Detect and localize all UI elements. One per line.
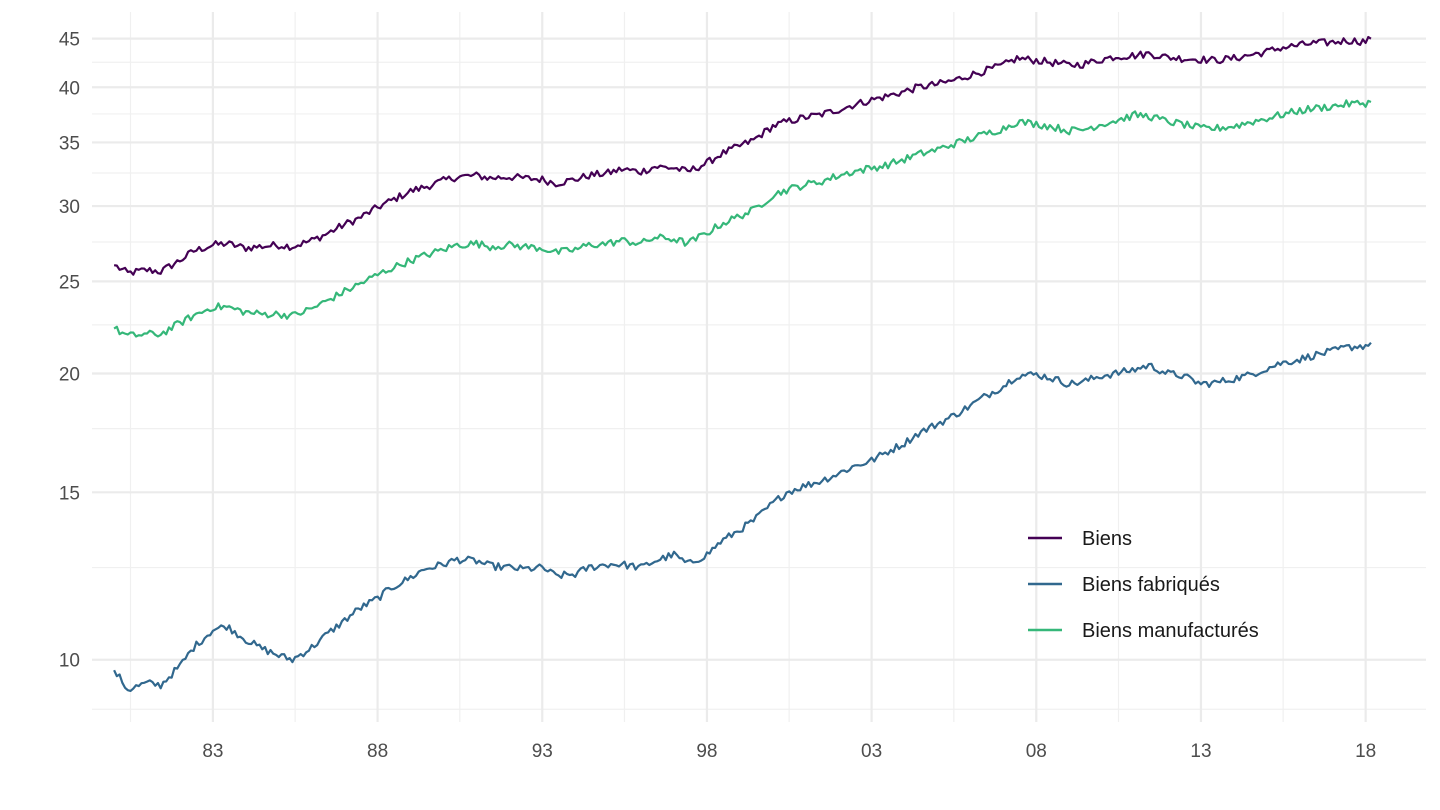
x-tick-label: 08 (1026, 741, 1047, 762)
x-tick-label: 83 (202, 741, 223, 762)
series-line-2 (113, 341, 1372, 693)
minor-gridlines (92, 12, 1426, 722)
y-tick-label: 40 (59, 78, 80, 99)
major-gridlines (92, 12, 1426, 722)
x-tick-label: 98 (696, 741, 717, 762)
y-tick-label: 35 (59, 133, 80, 154)
legend-label: Biens (1082, 528, 1132, 550)
x-tick-label: 93 (532, 741, 553, 762)
legend-label: Biens manufacturés (1082, 620, 1259, 642)
y-tick-label: 45 (59, 30, 80, 51)
y-axis: 10 15 20 25 30 35 40 45 (59, 30, 80, 672)
y-tick-label: 30 (59, 197, 80, 218)
x-axis: 83 88 93 98 03 08 13 18 (202, 741, 1376, 762)
y-tick-label: 15 (59, 483, 80, 504)
legend: Biens Biens fabriqués Biens manufacturés (1028, 528, 1259, 642)
y-tick-label: 25 (59, 272, 80, 293)
x-tick-label: 13 (1190, 741, 1211, 762)
x-tick-label: 18 (1355, 741, 1376, 762)
legend-label: Biens fabriqués (1082, 574, 1220, 596)
x-tick-label: 88 (367, 741, 388, 762)
series-line-3 (113, 99, 1372, 338)
y-tick-label: 20 (59, 365, 80, 386)
x-tick-label: 03 (861, 741, 882, 762)
series-lines (113, 35, 1372, 693)
y-tick-label: 10 (59, 651, 80, 672)
series-line-1 (113, 35, 1372, 276)
